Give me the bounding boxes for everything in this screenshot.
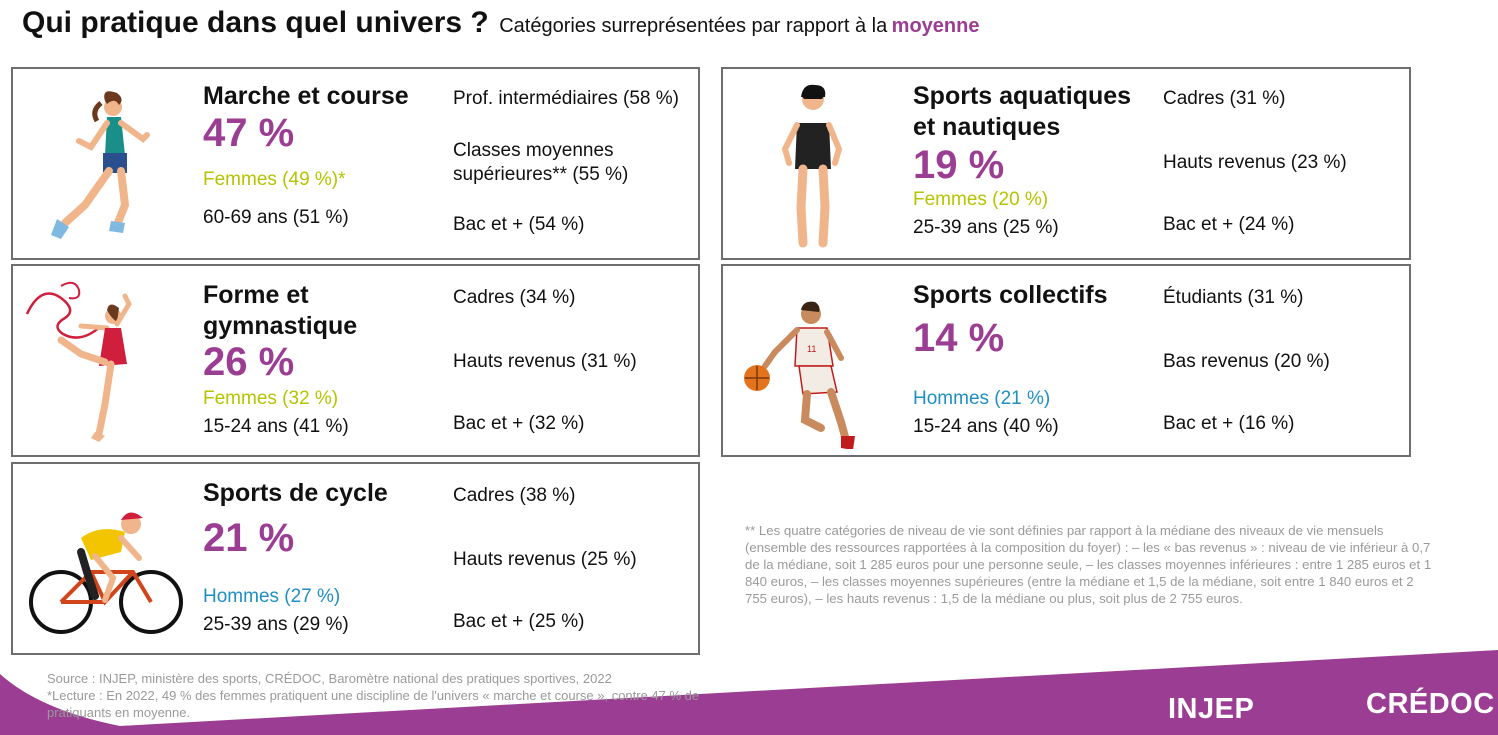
- brand-band: [0, 650, 1498, 735]
- card-sports-collectifs: 11 Sports collectifs 14 % Hommes (21 %) …: [721, 264, 1411, 457]
- social-stat-1: Prof. intermédiaires (58 %): [453, 88, 679, 109]
- social-stat-3: Bac et + (25 %): [453, 611, 585, 632]
- social-stat-2: Bas revenus (20 %): [1163, 351, 1330, 372]
- category-percentage: 21 %: [203, 516, 295, 560]
- gender-stat: Femmes (49 %)*: [203, 169, 346, 190]
- age-stat: 25-39 ans (29 %): [203, 614, 349, 635]
- title-subtitle: Catégories surreprésentées par rapport à…: [499, 15, 888, 37]
- social-stat-2: Hauts revenus (25 %): [453, 549, 637, 570]
- swimmer-illustration: [781, 84, 843, 248]
- age-stat: 15-24 ans (40 %): [913, 416, 1059, 437]
- age-stat: 15-24 ans (41 %): [203, 416, 349, 437]
- age-stat: 60-69 ans (51 %): [203, 207, 349, 228]
- cyclist-illustration: [29, 512, 183, 634]
- runner-illustration: [51, 91, 150, 239]
- category-name: Sports collectifs: [913, 281, 1108, 309]
- basketball-player-illustration: 11: [744, 301, 855, 449]
- gender-stat: Femmes (32 %): [203, 388, 339, 409]
- social-stat-2: Classes moyennes supérieures** (55 %): [453, 140, 629, 185]
- category-percentage: 19 %: [913, 143, 1005, 187]
- title-accent: moyenne: [891, 15, 980, 37]
- category-percentage: 14 %: [913, 316, 1005, 360]
- social-stat-1: Cadres (31 %): [1163, 88, 1286, 109]
- card-marche-et-course: Marche et course 47 % Femmes (49 %)* 60-…: [11, 67, 700, 260]
- gender-stat: Hommes (21 %): [913, 388, 1051, 409]
- social-stat-1: Cadres (38 %): [453, 485, 576, 506]
- category-name: Sports de cycle: [203, 479, 388, 507]
- injep-logo: INJEP: [1168, 693, 1255, 725]
- social-stat-3: Bac et + (24 %): [1163, 214, 1295, 235]
- source-line: Source : INJEP, ministère des sports, CR…: [47, 671, 612, 686]
- gender-stat: Femmes (20 %): [913, 189, 1049, 210]
- category-name: Marche et course: [203, 82, 409, 110]
- social-stat-3: Bac et + (54 %): [453, 214, 585, 235]
- social-stat-3: Bac et + (16 %): [1163, 413, 1295, 434]
- card-sports-aquatiques: Sports aquatiques et nautiques 19 % Femm…: [721, 67, 1411, 260]
- title-main: Qui pratique dans quel univers ?: [22, 6, 489, 39]
- gymnast-illustration: [25, 281, 132, 442]
- category-name: Sports aquatiques et nautiques: [913, 82, 1132, 141]
- card-forme-et-gymnastique: Forme et gymnastique 26 % Femmes (32 %) …: [11, 264, 700, 457]
- category-name: Forme et gymnastique: [203, 281, 358, 340]
- social-stat-2: Hauts revenus (23 %): [1163, 152, 1347, 173]
- social-stat-1: Étudiants (31 %): [1163, 287, 1304, 308]
- gender-stat: Hommes (27 %): [203, 586, 341, 607]
- credoc-logo: CRÉDOC: [1366, 688, 1495, 720]
- social-stat-3: Bac et + (32 %): [453, 413, 585, 434]
- category-percentage: 26 %: [203, 340, 295, 384]
- svg-text:11: 11: [807, 344, 816, 354]
- card-sports-de-cycle: Sports de cycle 21 % Hommes (27 %) 25-39…: [11, 462, 700, 655]
- reading-note: *Lecture : En 2022, 49 % des femmes prat…: [47, 688, 700, 720]
- page-title: Qui pratique dans quel univers ? Catégor…: [22, 6, 979, 40]
- source-notes: Source : INJEP, ministère des sports, CR…: [47, 670, 737, 721]
- age-stat: 25-39 ans (25 %): [913, 217, 1059, 238]
- social-stat-2: Hauts revenus (31 %): [453, 351, 637, 372]
- social-stat-1: Cadres (34 %): [453, 287, 576, 308]
- category-percentage: 47 %: [203, 111, 295, 155]
- footnote-niveau-de-vie: ** Les quatre catégories de niveau de vi…: [745, 523, 1432, 606]
